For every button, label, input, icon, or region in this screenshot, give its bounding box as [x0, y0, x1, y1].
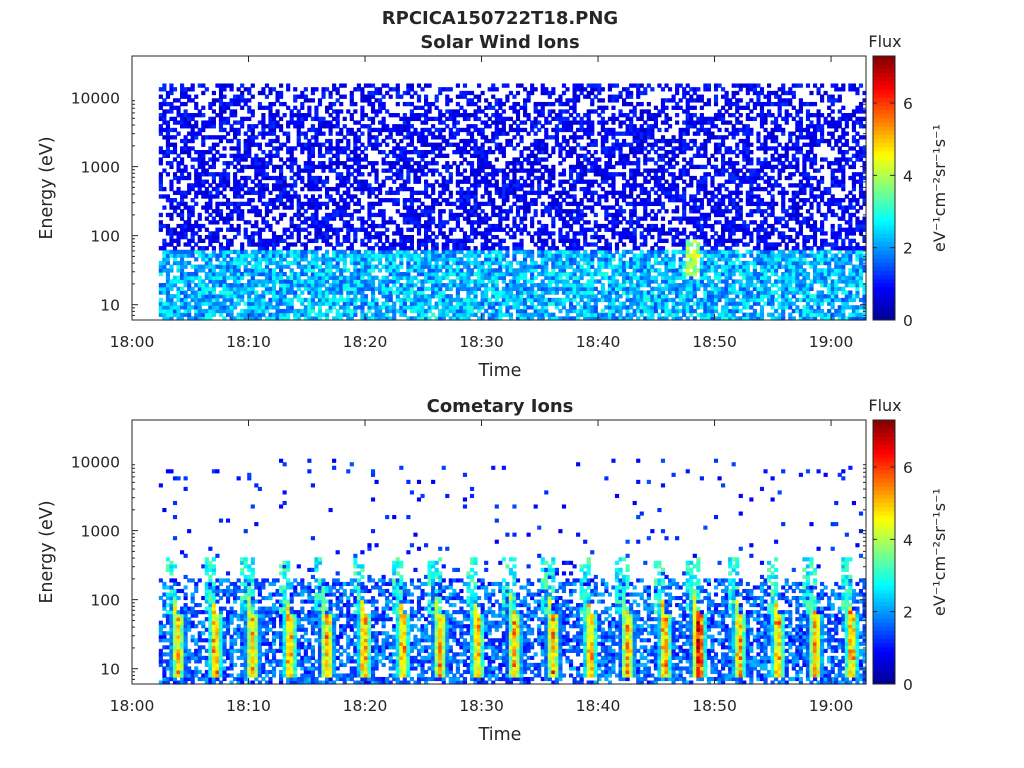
colorbar-tick-label: 2 — [903, 604, 913, 622]
x-tick-label: 18:00 — [110, 697, 155, 715]
solar-wind-axes: 18:00 18:10 18:20 18:30 18:40 18:50 19:00 10 100… — [71, 55, 867, 351]
y-tick-label: 10 — [100, 661, 120, 679]
colorbar-tick-label: 4 — [903, 167, 913, 185]
x-tick-label: 19:00 — [809, 333, 854, 351]
x-tick-label: 18:10 — [226, 697, 271, 715]
colorbar-tick-label: 4 — [903, 531, 913, 549]
solar-wind-colorbar: 0 2 4 6 — [872, 55, 913, 330]
cometary-heatmap — [132, 420, 867, 685]
x-tick-label: 18:30 — [459, 333, 504, 351]
x-tick-label: 19:00 — [809, 697, 854, 715]
panel-title-solar-wind: Solar Wind Ions — [420, 32, 579, 53]
y-tick-label: 100 — [90, 592, 120, 610]
x-tick-label: 18:50 — [692, 333, 737, 351]
figure-title: RPCICA150722T18.PNG — [382, 8, 618, 29]
solar-wind-xlabel: Time — [478, 361, 522, 381]
solar-wind-panel: Solar Wind Ions 18:00 18:10 18:20 18:30 18:4… — [37, 32, 949, 381]
y-tick-label: 10000 — [71, 454, 120, 472]
x-tick-label: 18:10 — [226, 333, 271, 351]
cometary-xlabel: Time — [478, 725, 522, 745]
colorbar-tick-label: 6 — [903, 95, 913, 113]
x-tick-label: 18:40 — [576, 333, 621, 351]
colorbar-tick-label: 2 — [903, 240, 913, 258]
cometary-panel: Cometary Ions 18:00 18:10 18:20 18:30 18:40 1… — [37, 396, 949, 745]
cometary-colorbar: 0 2 4 6 — [872, 419, 913, 694]
colorbar-tick-label: 6 — [903, 459, 913, 477]
cometary-ylabel: Energy (eV) — [37, 500, 57, 603]
y-tick-label: 100 — [90, 228, 120, 246]
cometary-axes: 18:00 18:10 18:20 18:30 18:40 18:50 19:00 10 100… — [71, 419, 867, 715]
y-tick-label: 1000 — [81, 159, 120, 177]
x-tick-label: 18:30 — [459, 697, 504, 715]
solar-wind-colorbar-title: Flux — [868, 32, 901, 51]
cometary-colorbar-unit: eV⁻¹cm⁻²sr⁻¹s⁻¹ — [930, 488, 949, 616]
y-tick-label: 1000 — [81, 523, 120, 541]
solar-wind-ylabel: Energy (eV) — [37, 136, 57, 239]
x-tick-label: 18:00 — [110, 333, 155, 351]
y-tick-label: 10000 — [71, 90, 120, 108]
colorbar-tick-label: 0 — [903, 676, 913, 694]
cometary-colorbar-title: Flux — [868, 396, 901, 415]
x-tick-label: 18:20 — [343, 333, 388, 351]
y-tick-label: 10 — [100, 297, 120, 315]
solar-wind-colorbar-unit: eV⁻¹cm⁻²sr⁻¹s⁻¹ — [930, 124, 949, 252]
x-tick-label: 18:20 — [343, 697, 388, 715]
x-tick-label: 18:50 — [692, 697, 737, 715]
x-tick-label: 18:40 — [576, 697, 621, 715]
solar-wind-heatmap — [132, 56, 867, 321]
colorbar-tick-label: 0 — [903, 312, 913, 330]
panel-title-cometary: Cometary Ions — [427, 396, 574, 417]
